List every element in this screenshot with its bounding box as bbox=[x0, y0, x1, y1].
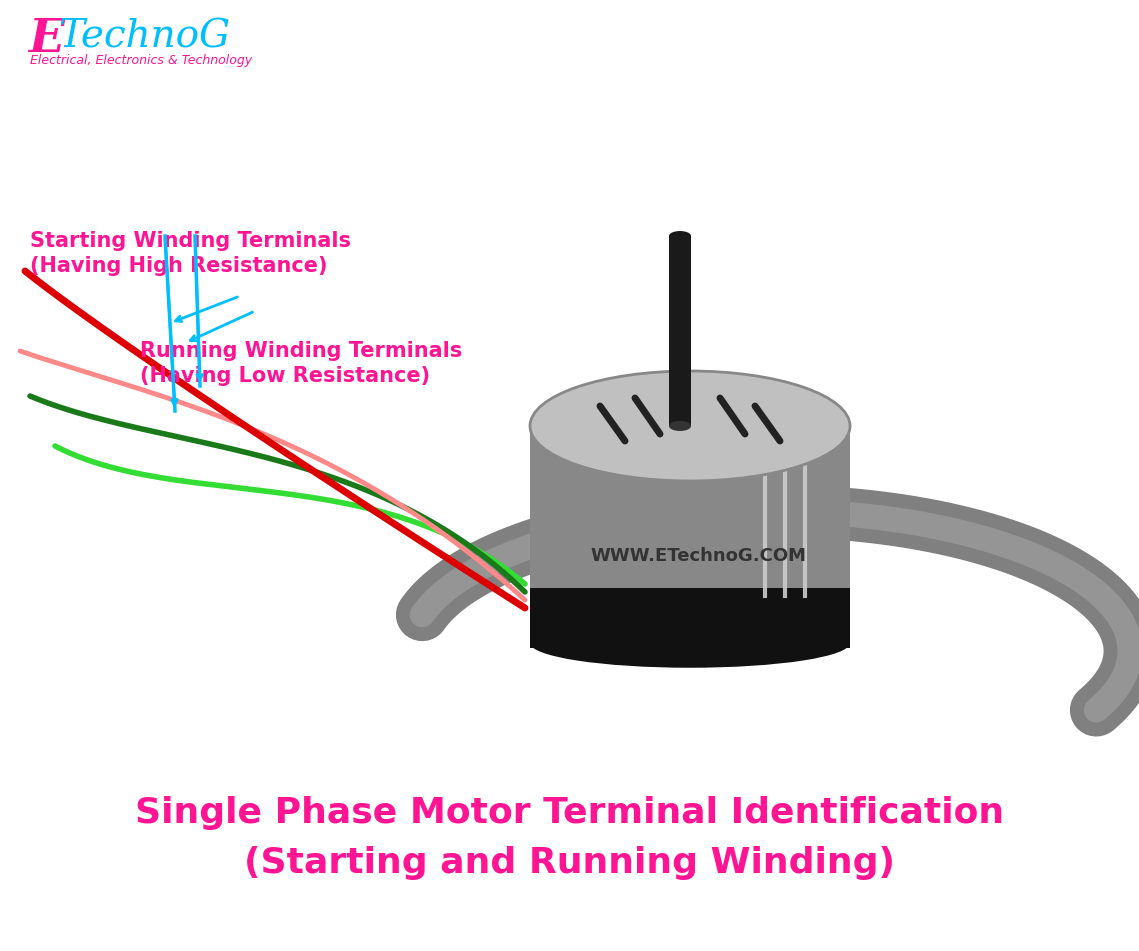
Ellipse shape bbox=[530, 371, 850, 481]
Text: Running Winding Terminals
(Having Low Resistance): Running Winding Terminals (Having Low Re… bbox=[140, 341, 462, 386]
Ellipse shape bbox=[530, 618, 850, 668]
Text: Starting Winding Terminals
(Having High Resistance): Starting Winding Terminals (Having High … bbox=[30, 231, 351, 276]
Ellipse shape bbox=[669, 421, 691, 431]
Text: (Starting and Running Winding): (Starting and Running Winding) bbox=[245, 846, 895, 880]
Text: WWW.ETechnoG.COM: WWW.ETechnoG.COM bbox=[590, 547, 806, 565]
Text: Single Phase Motor Terminal Identification: Single Phase Motor Terminal Identificati… bbox=[136, 796, 1005, 830]
Text: Electrical, Electronics & Technology: Electrical, Electronics & Technology bbox=[30, 54, 252, 67]
FancyBboxPatch shape bbox=[530, 588, 850, 648]
FancyBboxPatch shape bbox=[669, 236, 691, 426]
Text: E: E bbox=[28, 16, 64, 62]
Text: TechnoG: TechnoG bbox=[58, 19, 230, 56]
Ellipse shape bbox=[530, 592, 850, 641]
Ellipse shape bbox=[669, 231, 691, 241]
FancyBboxPatch shape bbox=[530, 426, 850, 616]
